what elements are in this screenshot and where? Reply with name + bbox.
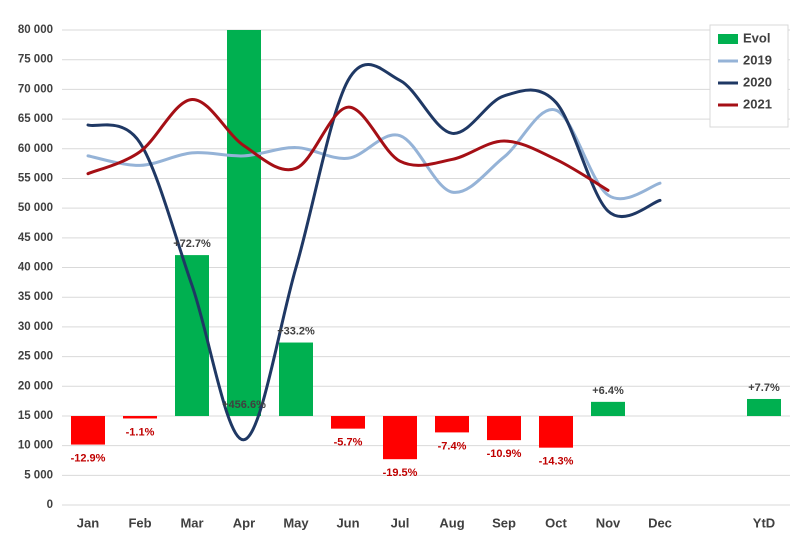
lines <box>86 62 662 442</box>
x-tick-label: Jun <box>336 515 359 530</box>
x-tick-label: Mar <box>180 515 203 530</box>
y-tick-label: 70 000 <box>18 83 53 95</box>
data-label: -14.3% <box>539 456 574 468</box>
data-label: -12.9% <box>71 452 106 464</box>
bar <box>539 416 573 448</box>
y-tick-label: 55 000 <box>18 172 53 184</box>
line <box>86 62 662 442</box>
bar <box>279 342 313 417</box>
legend-label: 2020 <box>743 74 772 89</box>
line <box>86 97 610 192</box>
legend-swatch <box>718 34 738 44</box>
legend-label: Evol <box>743 30 770 45</box>
x-tick-label: Jul <box>391 515 410 530</box>
x-tick-label: Aug <box>439 515 464 530</box>
data-label: +456.6% <box>222 399 266 411</box>
bar <box>175 255 209 417</box>
x-tick-label: Dec <box>648 515 672 530</box>
y-tick-label: 30 000 <box>18 321 53 333</box>
y-tick-label: 65 000 <box>18 113 53 125</box>
data-label: -1.1% <box>126 426 155 438</box>
bar <box>383 416 417 460</box>
y-tick-label: 20 000 <box>18 380 53 392</box>
y-tick-label: 5 000 <box>24 469 53 481</box>
data-label: +7.7% <box>748 382 780 394</box>
legend-label: 2019 <box>743 52 772 67</box>
data-label: -5.7% <box>334 437 363 449</box>
bars <box>71 30 781 460</box>
labels: -12.9% -1.1% +72.7% +456.6% +33.2% -5.7% -19.5… <box>71 238 780 479</box>
bar <box>331 416 365 429</box>
bar <box>435 416 469 433</box>
data-label: -10.9% <box>487 448 522 460</box>
line <box>86 108 662 201</box>
data-label: -19.5% <box>383 467 418 479</box>
x-tick-label: May <box>283 515 309 530</box>
y-tick-label: 25 000 <box>18 351 53 363</box>
bar <box>487 416 521 441</box>
legend-label: 2021 <box>743 96 772 111</box>
y-tick-label: 35 000 <box>18 291 53 303</box>
x-tick-label: Nov <box>596 515 621 530</box>
y-tick-label: 75 000 <box>18 54 53 66</box>
x-tick-label: YtD <box>753 515 775 530</box>
legend: Evol 2019 2020 2021 <box>709 24 789 128</box>
y-tick-label: 40 000 <box>18 262 53 274</box>
data-label: +33.2% <box>277 325 315 337</box>
x-tick-label: Oct <box>545 515 567 530</box>
bar <box>71 416 105 445</box>
data-label: -7.4% <box>438 440 467 452</box>
x-tick-label: Apr <box>233 515 255 530</box>
bar <box>227 30 261 417</box>
y-tick-label: 60 000 <box>18 143 53 155</box>
x-tick-label: Sep <box>492 515 516 530</box>
y-tick-label: 15 000 <box>18 410 53 422</box>
bar <box>747 398 781 417</box>
x-tick-label: Jan <box>77 515 99 530</box>
x-tick-label: Feb <box>128 515 151 530</box>
bar <box>591 401 625 417</box>
y-tick-label: 45 000 <box>18 232 53 244</box>
y-tick-label: 50 000 <box>18 202 53 214</box>
y-tick-label: 0 <box>47 499 53 511</box>
y-tick-label: 10 000 <box>18 440 53 452</box>
data-label: +6.4% <box>592 385 624 397</box>
data-label: +72.7% <box>173 238 211 250</box>
y-tick-label: 80 000 <box>18 24 53 36</box>
bar <box>123 416 157 419</box>
